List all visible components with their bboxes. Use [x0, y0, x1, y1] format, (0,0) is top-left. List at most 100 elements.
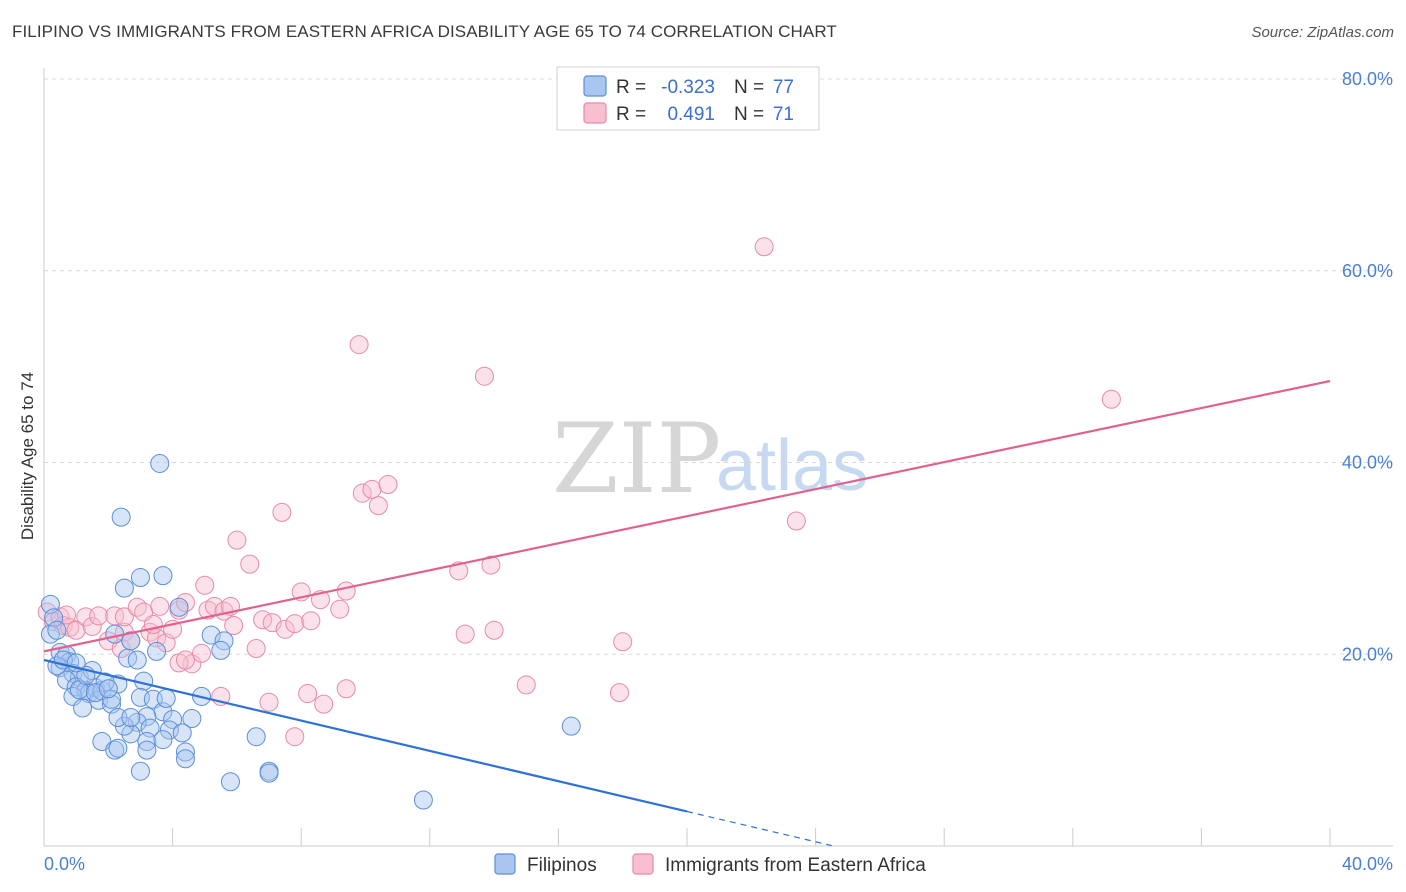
eastern-africa-point — [224, 615, 244, 635]
bottom-legend-label-filipinos: Filipinos — [527, 855, 597, 876]
filipino-point — [172, 723, 192, 743]
x-tick-label-max: 40.0% — [1342, 854, 1393, 874]
y-tick-label: 60.0% — [1342, 261, 1393, 281]
eastern-africa-point — [455, 624, 475, 644]
eastern-africa-point — [609, 683, 629, 703]
eastern-africa-point — [484, 620, 504, 640]
series-filipinos-points — [40, 453, 581, 810]
eastern-africa-point — [330, 599, 350, 619]
y-tick-label: 40.0% — [1342, 453, 1393, 473]
filipino-point — [85, 683, 105, 703]
bottom-legend-label-eastern-africa: Immigrants from Eastern Africa — [665, 855, 926, 876]
legend-swatch-eastern-africa — [583, 102, 607, 124]
filipino-point — [246, 727, 266, 747]
filipino-point — [259, 763, 279, 783]
eastern-africa-point — [259, 692, 279, 712]
eastern-africa-point — [272, 502, 292, 522]
eastern-africa-point — [516, 675, 536, 695]
eastern-africa-point — [111, 638, 131, 658]
legend-n-value-2: 71 — [773, 104, 794, 125]
eastern-africa-point — [175, 650, 195, 670]
legend-r-value-1: -0.323 — [661, 77, 715, 98]
filipino-point — [108, 738, 128, 758]
filipino-point — [73, 698, 93, 718]
eastern-africa-point — [449, 561, 469, 581]
eastern-africa-point — [227, 530, 247, 550]
eastern-africa-point — [378, 475, 398, 495]
eastern-africa-point — [349, 335, 369, 355]
filipino-point — [114, 578, 134, 598]
eastern-africa-point — [89, 606, 109, 626]
filipino-point — [130, 568, 150, 588]
filipino-point — [201, 625, 221, 645]
filipino-point — [57, 670, 77, 690]
filipino-point — [105, 740, 125, 760]
eastern-africa-point — [474, 366, 494, 386]
legend-n-label-2: N = — [734, 104, 764, 125]
filipino-point — [182, 708, 202, 728]
eastern-africa-point — [285, 727, 305, 747]
legend-r-label-2: R = — [616, 104, 646, 125]
legend: R = -0.323 N = 77 R = 0.491 N = 71 — [556, 66, 820, 131]
filipino-point — [69, 680, 89, 700]
filipino-point — [175, 749, 195, 769]
eastern-africa-point — [613, 632, 633, 652]
filipino-point — [137, 740, 157, 760]
legend-swatch-filipinos — [583, 75, 607, 97]
legend-r-value-2: 0.491 — [667, 104, 715, 125]
eastern-africa-point — [298, 684, 318, 704]
filipino-point — [211, 640, 231, 660]
legend-n-label-1: N = — [734, 77, 764, 98]
filipinos-trend-line — [43, 658, 688, 813]
legend-r-label-1: R = — [616, 77, 646, 98]
eastern-africa-point — [368, 496, 388, 516]
filipinos-trend-line-extension — [686, 810, 832, 847]
source-label: Source: ZipAtlas.com — [1251, 24, 1394, 41]
eastern-africa-point — [192, 643, 212, 663]
eastern-africa-point — [275, 619, 295, 639]
bottom-legend-swatch-filipinos — [494, 853, 516, 875]
filipino-point — [47, 620, 67, 640]
filipino-point — [127, 650, 147, 670]
filipino-point — [413, 790, 433, 810]
filipino-point — [156, 688, 176, 708]
eastern-africa-point — [336, 581, 356, 601]
filipino-point — [150, 453, 170, 473]
eastern-africa-point — [481, 555, 501, 575]
legend-n-value-1: 77 — [773, 77, 794, 98]
series-eastern-africa-points — [37, 237, 1121, 747]
filipino-point — [102, 689, 122, 709]
filipino-point — [169, 597, 189, 617]
filipino-point — [98, 679, 118, 699]
filipino-point — [121, 631, 141, 651]
eastern-africa-point — [195, 575, 215, 595]
eastern-africa-point — [786, 511, 806, 531]
eastern-africa-point — [314, 694, 334, 714]
trend-lines — [43, 379, 1331, 847]
eastern-africa-point — [301, 611, 321, 631]
y-tick-labels: 20.0% 40.0% 60.0% 80.0% — [1342, 69, 1393, 664]
eastern-africa-point — [1101, 389, 1121, 409]
filipino-point — [121, 708, 141, 728]
eastern-africa-point — [336, 679, 356, 699]
filipino-point — [163, 709, 183, 729]
x-tick-label-min: 0.0% — [44, 854, 85, 874]
y-tick-label: 80.0% — [1342, 69, 1393, 89]
eastern-africa-point — [754, 237, 774, 257]
bottom-legend-swatch-eastern-africa — [632, 853, 654, 875]
eastern-africa-point — [82, 616, 102, 636]
eastern-africa-point — [352, 483, 372, 503]
eastern-africa-trend-line — [43, 379, 1331, 653]
x-ticks — [172, 828, 1331, 846]
eastern-africa-point — [240, 554, 260, 574]
filipino-point — [121, 724, 141, 744]
filipino-point — [147, 641, 167, 661]
filipino-point — [561, 716, 581, 736]
eastern-africa-point — [246, 638, 266, 658]
eastern-africa-point — [114, 607, 134, 627]
eastern-africa-point — [66, 620, 86, 640]
filipino-point — [111, 507, 131, 527]
y-tick-label: 20.0% — [1342, 644, 1393, 664]
filipino-point — [153, 730, 173, 750]
